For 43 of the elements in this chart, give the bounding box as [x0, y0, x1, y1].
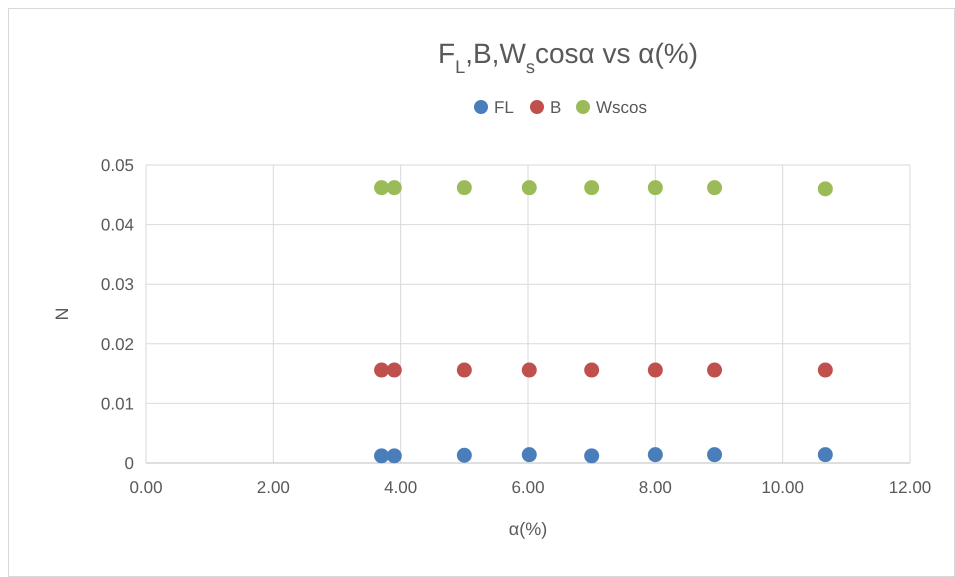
- point: [818, 362, 833, 378]
- y-tick-label: 0.02: [100, 334, 134, 354]
- legend-label: Wscos: [596, 98, 647, 117]
- point: [456, 180, 472, 196]
- point: [584, 362, 600, 378]
- y-tick-label: 0: [124, 454, 134, 473]
- point: [522, 447, 537, 462]
- point: [707, 447, 722, 462]
- point: [584, 180, 600, 196]
- y-tick-label: 0.01: [100, 394, 134, 414]
- point: [818, 181, 833, 196]
- point: [374, 448, 390, 464]
- point: [648, 180, 663, 196]
- x-tick-label: 4.00: [384, 478, 418, 497]
- legend-label: B: [550, 98, 562, 117]
- point: [707, 180, 722, 196]
- chart-title: F$_{L}$,B,W$_{s}$cosα vs α(%): [438, 38, 698, 77]
- x-tick-label: 2.00: [256, 478, 290, 497]
- point: [386, 362, 402, 378]
- point: [374, 180, 390, 196]
- x-tick-label: 6.00: [511, 478, 545, 497]
- point: [522, 180, 537, 196]
- y-axis-title: N: [52, 308, 72, 320]
- point: [374, 362, 390, 378]
- y-tick-label: 0.05: [100, 156, 134, 175]
- y-tick-label: 0.04: [100, 216, 134, 235]
- x-tick-label: 10.00: [761, 478, 804, 497]
- point: [386, 448, 402, 464]
- point: [648, 362, 663, 378]
- x-tick-label: 12.00: [888, 478, 932, 497]
- point: [456, 448, 472, 463]
- point: [648, 447, 663, 462]
- x-tick-label: 0.00: [129, 478, 163, 497]
- legend-label: FL: [494, 98, 514, 117]
- point: [584, 448, 600, 464]
- point: [522, 362, 537, 378]
- point: [386, 180, 402, 196]
- x-tick-label: 8.00: [638, 478, 672, 497]
- point: [818, 447, 833, 462]
- x-axis-title: α(%): [508, 519, 548, 539]
- point: [456, 362, 472, 378]
- point: [707, 362, 722, 378]
- y-tick-label: 0.03: [100, 275, 134, 294]
